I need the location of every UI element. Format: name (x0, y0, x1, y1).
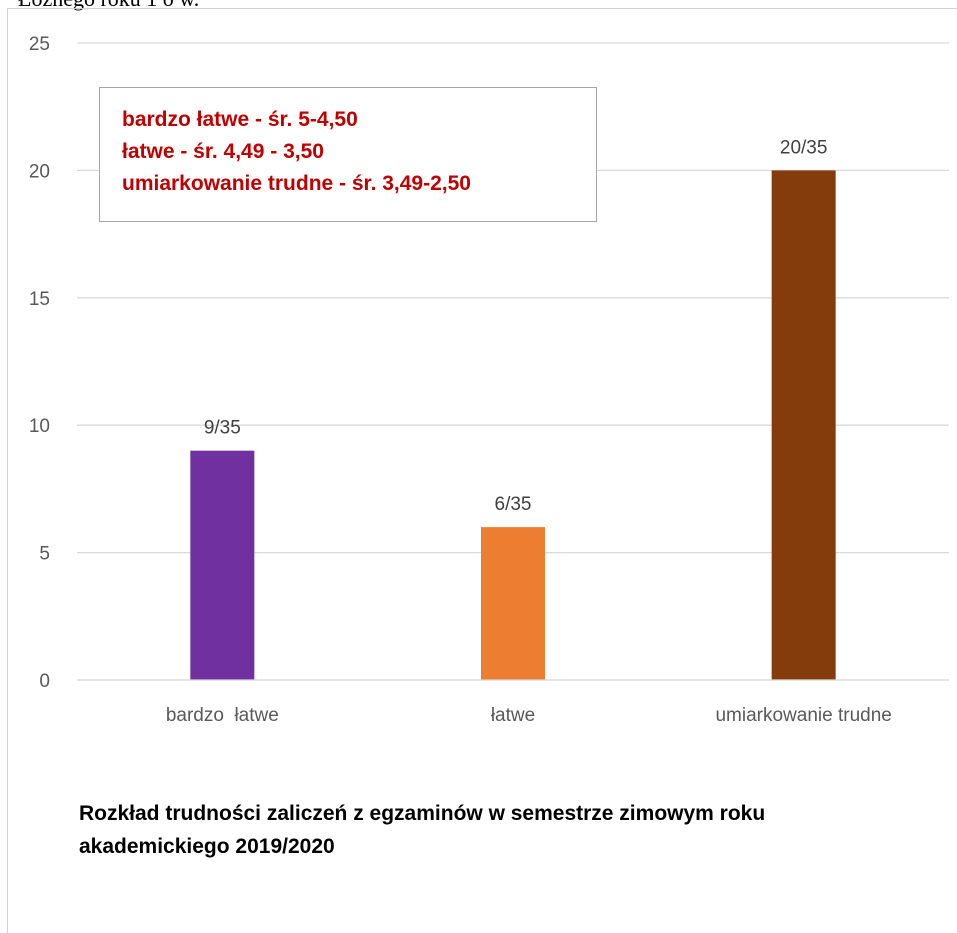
data-label-2: 6/35 (495, 494, 532, 515)
legend-line-moderately-difficult: umiarkowanie trudne - śr. 3,49-2,50 (122, 172, 471, 195)
data-label-3: 20/35 (780, 137, 828, 158)
y-tick-label-5: 5 (39, 544, 50, 565)
y-tick-label-0: 0 (39, 671, 50, 692)
x-tick-label-1: bardzo łatwe (166, 705, 279, 726)
chart-title: Rozkład trudności zaliczeń z egzaminów w… (79, 802, 766, 858)
legend-line-easy: łatwe - śr. 4,49 - 3,50 (122, 140, 324, 163)
bar-2 (481, 527, 545, 680)
bar-1 (190, 450, 255, 680)
bar-3 (771, 170, 836, 680)
legend-box: bardzo łatwe - śr. 5-4,50 łatwe - śr. 4,… (99, 87, 597, 222)
x-tick-label-3: umiarkowanie trudne (715, 705, 891, 726)
data-labels: 9/35 6/35 20/35 (204, 137, 828, 515)
y-axis-ticks: 0 5 10 15 20 25 (29, 34, 50, 692)
x-axis-ticks: bardzo łatwe łatwe umiarkowanie trudne (166, 705, 892, 726)
y-tick-label-20: 20 (29, 161, 50, 182)
data-label-1: 9/35 (204, 418, 241, 439)
y-tick-label-25: 25 (29, 34, 50, 55)
cropped-text-fragment: Łożnego roku 1 o w. (18, 0, 199, 12)
bars (77, 170, 949, 681)
legend-line-very-easy: bardzo łatwe - śr. 5-4,50 (122, 108, 358, 131)
x-tick-label-2: łatwe (491, 705, 535, 726)
y-tick-label-15: 15 (29, 289, 50, 310)
chart-frame (7, 8, 957, 933)
y-tick-label-10: 10 (29, 416, 50, 437)
